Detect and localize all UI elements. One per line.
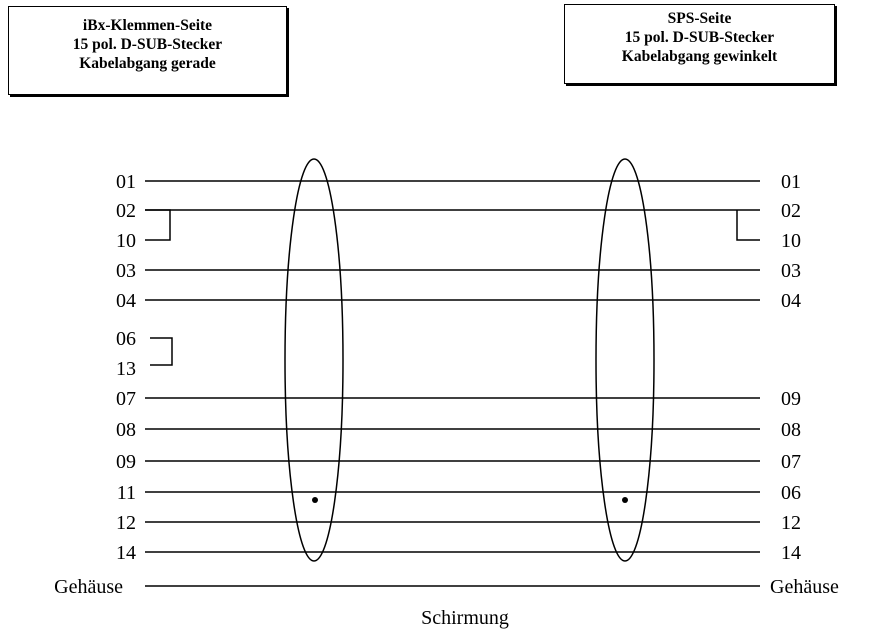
- left-pin-label: 04: [116, 290, 136, 312]
- left-pin-label: 09: [116, 451, 136, 473]
- left-pin-label: 14: [116, 542, 136, 564]
- left-bridge-06-13: [150, 337, 173, 366]
- left-bridge-02-10: [145, 209, 171, 241]
- right-pin-label: 04: [781, 290, 801, 312]
- left-housing-label: Gehäuse: [54, 576, 123, 598]
- right-pin-label: 07: [781, 451, 801, 473]
- right-connector-box: SPS-Seite 15 pol. D-SUB-Stecker Kabelabg…: [564, 4, 835, 84]
- left-pin-label: 02: [116, 200, 136, 222]
- shield-dot-right: [622, 497, 628, 503]
- left-pin-label: 08: [116, 419, 136, 441]
- right-pin-label: 03: [781, 260, 801, 282]
- shield-ellipse-right: [595, 158, 655, 562]
- right-pin-label: 08: [781, 419, 801, 441]
- right-pin-label: 10: [781, 230, 801, 252]
- right-box-title: SPS-Seite: [667, 10, 732, 27]
- right-pin-label: 06: [781, 482, 801, 504]
- left-pin-label: 03: [116, 260, 136, 282]
- left-box-title: iBx-Klemmen-Seite: [82, 17, 213, 34]
- right-pin-label: 12: [781, 512, 801, 534]
- right-pin-label: 09: [781, 388, 801, 410]
- left-connector-box: iBx-Klemmen-Seite 15 pol. D-SUB-Stecker …: [8, 6, 287, 95]
- shield-ellipse-left: [284, 158, 344, 562]
- left-pin-label: 11: [117, 482, 136, 504]
- left-pin-label: 12: [116, 512, 136, 534]
- left-pin-label: 07: [116, 388, 136, 410]
- right-bridge-02-10: [736, 210, 760, 241]
- right-housing-label: Gehäuse: [770, 576, 839, 598]
- left-pin-label: 01: [116, 171, 136, 193]
- shield-label: Schirmung: [421, 607, 509, 629]
- left-pin-label: 13: [116, 358, 136, 380]
- right-box-cable-exit: Kabelabgang gewinkelt: [621, 48, 778, 65]
- left-box-connector: 15 pol. D-SUB-Stecker: [72, 36, 223, 53]
- right-pin-label: 02: [781, 200, 801, 222]
- shield-dot-left: [312, 497, 318, 503]
- right-box-connector: 15 pol. D-SUB-Stecker: [624, 29, 775, 46]
- left-pin-label: 10: [116, 230, 136, 252]
- right-pin-label: 01: [781, 171, 801, 193]
- right-pin-label: 14: [781, 542, 801, 564]
- left-pin-label: 06: [116, 328, 136, 350]
- left-box-cable-exit: Kabelabgang gerade: [79, 55, 216, 72]
